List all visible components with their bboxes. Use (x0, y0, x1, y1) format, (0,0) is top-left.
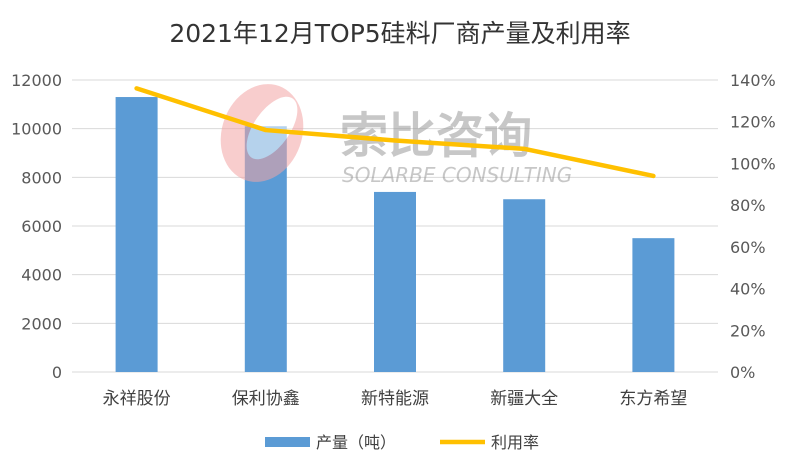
y-left-tick-label: 10000 (11, 120, 62, 139)
y-right-tick-label: 60% (730, 238, 766, 257)
bar-1 (115, 97, 158, 373)
x-tick-label: 永祥股份 (103, 389, 171, 409)
legend-bar-label: 产量（吨） (316, 433, 396, 452)
y-left-tick-label: 0 (52, 363, 62, 382)
y-right-tick-label: 20% (730, 321, 766, 340)
watermark-en: SOLARBE CONSULTING (342, 163, 572, 187)
chart-title: 2021年12月TOP5硅料厂商产量及利用率 (169, 19, 630, 48)
legend-bar-swatch (265, 437, 310, 447)
bar-5 (632, 238, 675, 372)
y-left-tick-label: 6000 (21, 217, 62, 236)
y-left-tick-label: 12000 (11, 71, 62, 90)
y-right-tick-label: 140% (730, 71, 776, 90)
x-tick-label: 新疆大全 (490, 389, 558, 409)
y-right-tick-label: 40% (730, 280, 766, 299)
bar-4 (503, 199, 546, 372)
watermark-cn: 索比咨询 (340, 108, 532, 164)
y-left-tick-label: 8000 (21, 168, 62, 187)
y-right-tick-label: 100% (730, 154, 776, 173)
bar-3 (374, 191, 416, 372)
x-tick-label: 新特能源 (361, 389, 429, 409)
x-tick-label: 东方希望 (619, 389, 687, 409)
legend-line-label: 利用率 (491, 433, 539, 452)
y-right-tick-label: 120% (730, 113, 776, 132)
y-right-tick-label: 80% (730, 196, 766, 215)
y-left-tick-label: 2000 (21, 314, 62, 333)
watermark-logo: 索比咨询 SOLARBE CONSULTING (220, 84, 572, 187)
y-right-tick-label: 0% (730, 363, 755, 382)
y-left-tick-label: 4000 (21, 266, 62, 285)
x-tick-label: 保利协鑫 (232, 389, 300, 409)
